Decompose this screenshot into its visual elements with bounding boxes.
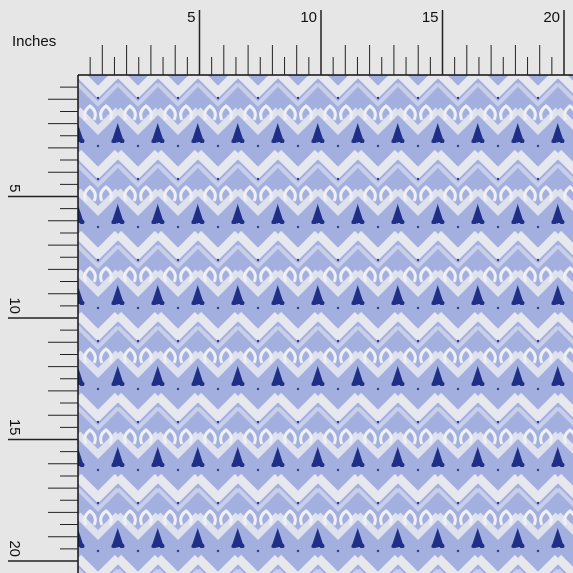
ruler-label: 20 bbox=[543, 9, 560, 26]
ruler-label: 5 bbox=[187, 9, 195, 26]
ruler-label: 10 bbox=[6, 297, 23, 314]
ruler-label: 20 bbox=[6, 540, 23, 557]
ruler-label: 5 bbox=[6, 184, 23, 192]
unit-label: Inches bbox=[12, 33, 56, 50]
fabric bbox=[78, 75, 573, 573]
ruler-label: 10 bbox=[300, 9, 317, 26]
ruler-label: 15 bbox=[6, 419, 23, 436]
ruler-ticks bbox=[8, 10, 565, 562]
ruler-label: 15 bbox=[422, 9, 439, 26]
